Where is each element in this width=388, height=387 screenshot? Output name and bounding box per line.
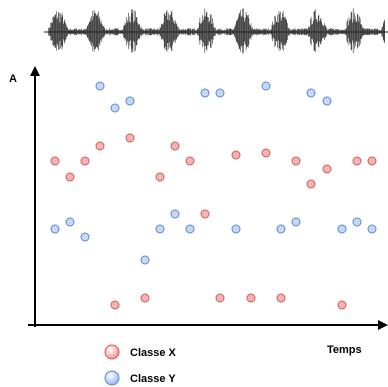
point <box>80 156 90 166</box>
point <box>322 164 332 174</box>
point <box>110 103 120 113</box>
point <box>231 224 241 234</box>
point <box>337 300 347 310</box>
legend-label: Classe X <box>130 347 177 359</box>
point <box>367 224 377 234</box>
point <box>80 232 90 242</box>
point <box>215 88 225 98</box>
y-axis-label: A <box>9 73 17 85</box>
point <box>231 150 241 160</box>
point <box>352 156 362 166</box>
point <box>140 293 150 303</box>
point <box>110 300 120 310</box>
point <box>352 217 362 227</box>
point <box>261 81 271 91</box>
point <box>155 172 165 182</box>
legend-marker <box>104 344 120 360</box>
x-axis-label: Temps <box>327 344 362 356</box>
legend-marker <box>104 370 120 386</box>
waveform-path <box>47 8 385 54</box>
point <box>95 81 105 91</box>
point <box>291 156 301 166</box>
point <box>276 293 286 303</box>
point <box>95 141 105 151</box>
point <box>50 224 60 234</box>
point <box>200 88 210 98</box>
point <box>322 96 332 106</box>
point <box>125 96 135 106</box>
point <box>276 224 286 234</box>
point <box>291 217 301 227</box>
point <box>306 179 316 189</box>
point <box>155 224 165 234</box>
point <box>367 156 377 166</box>
plot-area <box>50 81 377 310</box>
point <box>170 209 180 219</box>
point <box>185 224 195 234</box>
x-axis-arrow <box>378 320 388 330</box>
point <box>125 133 135 143</box>
point <box>170 141 180 151</box>
point <box>140 255 150 265</box>
point <box>215 293 225 303</box>
point <box>185 156 195 166</box>
point <box>306 88 316 98</box>
point <box>50 156 60 166</box>
point <box>337 224 347 234</box>
point <box>246 293 256 303</box>
point <box>65 172 75 182</box>
point <box>261 148 271 158</box>
point <box>65 217 75 227</box>
point <box>200 209 210 219</box>
waveform <box>44 8 388 54</box>
legend-label: Classe Y <box>130 373 176 385</box>
y-axis-arrow <box>30 66 40 76</box>
